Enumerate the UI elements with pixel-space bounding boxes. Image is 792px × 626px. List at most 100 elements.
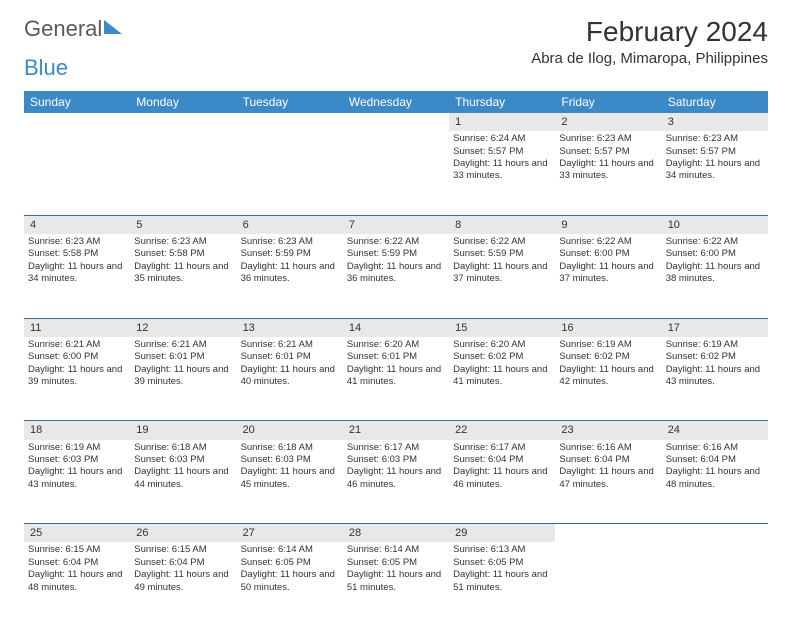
sunset-text: Sunset: 5:57 PM <box>666 146 764 158</box>
weekday-header: Thursday <box>449 91 555 113</box>
sunrise-text: Sunrise: 6:19 AM <box>666 339 764 351</box>
daylight-text: Daylight: 11 hours and 43 minutes. <box>666 364 764 389</box>
day-info-cell: Sunrise: 6:15 AMSunset: 6:04 PMDaylight:… <box>24 542 130 626</box>
daylight-text: Daylight: 11 hours and 49 minutes. <box>134 569 232 594</box>
sunrise-text: Sunrise: 6:14 AM <box>241 544 339 556</box>
day-number-cell: 9 <box>555 215 661 234</box>
sunrise-text: Sunrise: 6:21 AM <box>241 339 339 351</box>
daylight-text: Daylight: 11 hours and 37 minutes. <box>559 261 657 286</box>
day-number-cell: 21 <box>343 421 449 440</box>
month-title: February 2024 <box>531 16 768 48</box>
sunset-text: Sunset: 6:03 PM <box>347 454 445 466</box>
weekday-header: Saturday <box>662 91 768 113</box>
sunset-text: Sunset: 6:03 PM <box>134 454 232 466</box>
logo-shape-icon <box>104 20 122 34</box>
day-info-cell: Sunrise: 6:14 AMSunset: 6:05 PMDaylight:… <box>237 542 343 626</box>
sunset-text: Sunset: 6:00 PM <box>559 248 657 260</box>
weekday-header: Sunday <box>24 91 130 113</box>
day-number-cell: 5 <box>130 215 236 234</box>
day-number-cell: 12 <box>130 318 236 337</box>
daylight-text: Daylight: 11 hours and 43 minutes. <box>28 466 126 491</box>
sunrise-text: Sunrise: 6:16 AM <box>666 442 764 454</box>
day-number-cell: 13 <box>237 318 343 337</box>
sunrise-text: Sunrise: 6:20 AM <box>453 339 551 351</box>
sunrise-text: Sunrise: 6:21 AM <box>134 339 232 351</box>
daynum-row: 11121314151617 <box>24 318 768 337</box>
day-number-cell: 11 <box>24 318 130 337</box>
weekday-header: Tuesday <box>237 91 343 113</box>
logo-text-general: General <box>24 16 102 42</box>
sunrise-text: Sunrise: 6:20 AM <box>347 339 445 351</box>
day-number-cell: 19 <box>130 421 236 440</box>
sunset-text: Sunset: 5:58 PM <box>134 248 232 260</box>
sunset-text: Sunset: 6:02 PM <box>666 351 764 363</box>
sunrise-text: Sunrise: 6:21 AM <box>28 339 126 351</box>
daylight-text: Daylight: 11 hours and 48 minutes. <box>28 569 126 594</box>
day-info-cell: Sunrise: 6:21 AMSunset: 6:00 PMDaylight:… <box>24 337 130 421</box>
sunrise-text: Sunrise: 6:16 AM <box>559 442 657 454</box>
weekday-header: Wednesday <box>343 91 449 113</box>
day-number-cell: 7 <box>343 215 449 234</box>
day-number-cell: 8 <box>449 215 555 234</box>
daylight-text: Daylight: 11 hours and 46 minutes. <box>453 466 551 491</box>
daylight-text: Daylight: 11 hours and 47 minutes. <box>559 466 657 491</box>
day-number-cell: 6 <box>237 215 343 234</box>
daylight-text: Daylight: 11 hours and 40 minutes. <box>241 364 339 389</box>
day-info-cell: Sunrise: 6:23 AMSunset: 5:58 PMDaylight:… <box>130 234 236 318</box>
day-number-cell: 14 <box>343 318 449 337</box>
sunrise-text: Sunrise: 6:15 AM <box>134 544 232 556</box>
sunrise-text: Sunrise: 6:17 AM <box>347 442 445 454</box>
sunset-text: Sunset: 5:57 PM <box>559 146 657 158</box>
day-number-cell: 16 <box>555 318 661 337</box>
sunset-text: Sunset: 5:58 PM <box>28 248 126 260</box>
sunset-text: Sunset: 5:59 PM <box>453 248 551 260</box>
day-number-cell: 2 <box>555 113 661 131</box>
day-number-cell: 17 <box>662 318 768 337</box>
daynum-row: 2526272829 <box>24 524 768 543</box>
day-number-cell <box>555 524 661 543</box>
day-info-cell: Sunrise: 6:18 AMSunset: 6:03 PMDaylight:… <box>237 440 343 524</box>
day-number-cell: 18 <box>24 421 130 440</box>
day-info-cell <box>555 542 661 626</box>
daylight-text: Daylight: 11 hours and 36 minutes. <box>347 261 445 286</box>
daylight-text: Daylight: 11 hours and 41 minutes. <box>453 364 551 389</box>
day-info-cell <box>662 542 768 626</box>
day-info-cell <box>24 131 130 215</box>
day-info-cell: Sunrise: 6:23 AMSunset: 5:59 PMDaylight:… <box>237 234 343 318</box>
sunset-text: Sunset: 6:05 PM <box>453 557 551 569</box>
day-info-cell: Sunrise: 6:14 AMSunset: 6:05 PMDaylight:… <box>343 542 449 626</box>
day-info-cell <box>130 131 236 215</box>
sunrise-text: Sunrise: 6:24 AM <box>453 133 551 145</box>
daylight-text: Daylight: 11 hours and 36 minutes. <box>241 261 339 286</box>
day-info-cell: Sunrise: 6:22 AMSunset: 5:59 PMDaylight:… <box>343 234 449 318</box>
day-info-cell: Sunrise: 6:20 AMSunset: 6:02 PMDaylight:… <box>449 337 555 421</box>
sunset-text: Sunset: 6:02 PM <box>559 351 657 363</box>
sunrise-text: Sunrise: 6:23 AM <box>666 133 764 145</box>
calendar-table: Sunday Monday Tuesday Wednesday Thursday… <box>24 91 768 626</box>
day-number-cell: 24 <box>662 421 768 440</box>
daylight-text: Daylight: 11 hours and 41 minutes. <box>347 364 445 389</box>
day-info-cell: Sunrise: 6:17 AMSunset: 6:03 PMDaylight:… <box>343 440 449 524</box>
daynum-row: 18192021222324 <box>24 421 768 440</box>
sunrise-text: Sunrise: 6:13 AM <box>453 544 551 556</box>
sunset-text: Sunset: 6:01 PM <box>134 351 232 363</box>
day-number-cell: 1 <box>449 113 555 131</box>
sunrise-text: Sunrise: 6:14 AM <box>347 544 445 556</box>
day-info-cell: Sunrise: 6:20 AMSunset: 6:01 PMDaylight:… <box>343 337 449 421</box>
location-text: Abra de Ilog, Mimaropa, Philippines <box>531 50 768 67</box>
daylight-text: Daylight: 11 hours and 37 minutes. <box>453 261 551 286</box>
day-info-cell: Sunrise: 6:24 AMSunset: 5:57 PMDaylight:… <box>449 131 555 215</box>
day-info-cell: Sunrise: 6:22 AMSunset: 5:59 PMDaylight:… <box>449 234 555 318</box>
sunset-text: Sunset: 6:05 PM <box>241 557 339 569</box>
sunset-text: Sunset: 6:00 PM <box>666 248 764 260</box>
info-row: Sunrise: 6:23 AMSunset: 5:58 PMDaylight:… <box>24 234 768 318</box>
day-info-cell <box>343 131 449 215</box>
sunrise-text: Sunrise: 6:22 AM <box>453 236 551 248</box>
sunrise-text: Sunrise: 6:15 AM <box>28 544 126 556</box>
info-row: Sunrise: 6:24 AMSunset: 5:57 PMDaylight:… <box>24 131 768 215</box>
daylight-text: Daylight: 11 hours and 38 minutes. <box>666 261 764 286</box>
day-number-cell <box>130 113 236 131</box>
sunset-text: Sunset: 5:57 PM <box>453 146 551 158</box>
day-info-cell: Sunrise: 6:21 AMSunset: 6:01 PMDaylight:… <box>130 337 236 421</box>
day-number-cell: 23 <box>555 421 661 440</box>
